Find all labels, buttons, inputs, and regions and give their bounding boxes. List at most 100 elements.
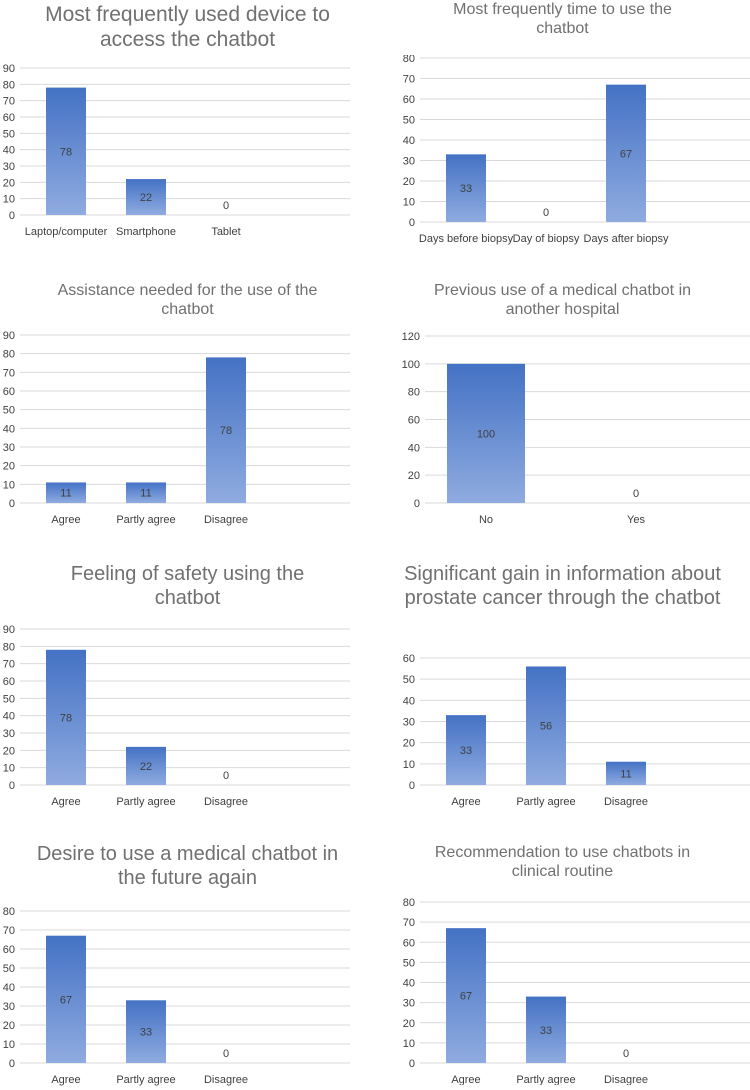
y-tick-label: 30 bbox=[403, 998, 415, 1010]
category-label: Partly agree bbox=[116, 1074, 175, 1086]
chart-title: Desire to use a medical chatbot in the f… bbox=[36, 843, 339, 889]
y-tick-label: 90 bbox=[3, 624, 15, 636]
y-tick-label: 0 bbox=[9, 210, 15, 222]
bar bbox=[126, 179, 166, 215]
category-label: Smartphone bbox=[116, 226, 176, 238]
y-tick-label: 0 bbox=[9, 498, 15, 510]
data-label: 0 bbox=[633, 488, 639, 500]
chart-title: Recommendation to use chatbots in clinic… bbox=[434, 844, 691, 881]
category-label: Days after biopsy bbox=[584, 233, 669, 245]
y-tick-label: 80 bbox=[3, 906, 15, 918]
y-tick-label: 30 bbox=[3, 1001, 15, 1013]
chart-plot: 0 10 20 30 40 50 60 70 80 33 Days before biopsy 0 Da… bbox=[403, 55, 750, 245]
bar bbox=[446, 928, 486, 1063]
category-label: Partly agree bbox=[116, 514, 175, 526]
bar bbox=[606, 761, 646, 785]
category-label: Days before biopsy bbox=[419, 233, 514, 245]
y-tick-label: 70 bbox=[3, 659, 15, 671]
y-tick-label: 20 bbox=[403, 738, 415, 750]
bar bbox=[446, 715, 486, 785]
data-label: 11 bbox=[140, 488, 151, 500]
y-tick-label: 30 bbox=[403, 717, 415, 729]
category-label: Partly agree bbox=[116, 796, 175, 808]
y-tick-label: 30 bbox=[403, 156, 415, 168]
y-tick-label: 70 bbox=[403, 917, 415, 929]
bar bbox=[606, 84, 646, 223]
y-tick-label: 0 bbox=[409, 217, 415, 229]
chart-panel-assistance: Assistance needed for the use of the cha… bbox=[0, 278, 375, 533]
y-tick-label: 60 bbox=[403, 937, 415, 949]
category-label: Laptop/computer bbox=[25, 226, 108, 238]
category-label: Disagree bbox=[204, 1074, 248, 1086]
chart-panel-information-gain: Significant gain in information about pr… bbox=[375, 560, 750, 815]
data-label: 67 bbox=[620, 148, 632, 160]
y-tick-label: 10 bbox=[3, 1039, 15, 1051]
chart-panel-safety: Feeling of safety using the chatbot 0 10 2… bbox=[0, 560, 375, 815]
category-label: Disagree bbox=[604, 1074, 648, 1085]
y-tick-label: 50 bbox=[3, 963, 15, 975]
bar bbox=[46, 649, 86, 785]
y-tick-label: 70 bbox=[3, 925, 15, 937]
y-tick-label: 80 bbox=[3, 349, 15, 361]
y-tick-label: 60 bbox=[3, 676, 15, 688]
data-label: 33 bbox=[460, 745, 472, 757]
y-tick-label: 40 bbox=[403, 135, 415, 147]
chart-panel-time: Most frequently time to use the chatbot … bbox=[375, 0, 750, 250]
bar bbox=[126, 482, 166, 503]
data-label: 100 bbox=[477, 428, 495, 440]
category-label: No bbox=[479, 514, 493, 526]
y-tick-label: 70 bbox=[3, 96, 15, 108]
chart-title: Feeling of safety using the chatbot bbox=[70, 563, 305, 609]
y-tick-label: 50 bbox=[3, 405, 15, 417]
bar bbox=[446, 154, 486, 222]
y-tick-label: 0 bbox=[414, 498, 420, 510]
data-label: 0 bbox=[543, 207, 549, 219]
category-label: Disagree bbox=[604, 796, 648, 808]
y-tick-label: 10 bbox=[403, 759, 415, 771]
chart-panel-future-use: Desire to use a medical chatbot in the f… bbox=[0, 840, 375, 1090]
y-tick-label: 60 bbox=[3, 112, 15, 124]
y-tick-label: 50 bbox=[403, 115, 415, 127]
y-tick-label: 10 bbox=[3, 763, 15, 775]
y-tick-label: 40 bbox=[408, 442, 420, 454]
y-tick-label: 80 bbox=[403, 55, 415, 65]
y-tick-label: 80 bbox=[408, 387, 420, 399]
y-tick-label: 90 bbox=[3, 63, 15, 75]
y-tick-label: 120 bbox=[402, 331, 420, 343]
category-label: Agree bbox=[51, 796, 80, 808]
chart-title: Most frequently used device to access th… bbox=[45, 3, 330, 52]
chart-panel-previous-use: Previous use of a medical chatbot in ano… bbox=[375, 278, 750, 533]
y-tick-label: 50 bbox=[403, 674, 415, 686]
y-tick-label: 10 bbox=[3, 479, 15, 491]
chart-title: Most frequently time to use the chatbot bbox=[453, 1, 672, 38]
y-tick-label: 40 bbox=[403, 695, 415, 707]
data-label: 67 bbox=[460, 991, 472, 1003]
bar bbox=[447, 363, 525, 503]
y-tick-label: 60 bbox=[403, 94, 415, 106]
data-label: 0 bbox=[223, 770, 229, 782]
y-tick-label: 30 bbox=[3, 442, 15, 454]
y-tick-label: 60 bbox=[408, 415, 420, 427]
category-label: Tablet bbox=[211, 226, 240, 238]
data-label: 33 bbox=[460, 183, 472, 195]
y-tick-label: 30 bbox=[3, 161, 15, 173]
category-label: Disagree bbox=[204, 796, 248, 808]
category-label: Disagree bbox=[204, 514, 248, 526]
y-tick-label: 90 bbox=[3, 330, 15, 342]
category-label: Agree bbox=[51, 1074, 80, 1086]
data-label: 11 bbox=[620, 768, 631, 780]
category-label: Agree bbox=[451, 796, 480, 808]
y-tick-label: 50 bbox=[3, 128, 15, 140]
y-tick-label: 60 bbox=[3, 386, 15, 398]
y-tick-label: 0 bbox=[409, 780, 415, 792]
y-tick-label: 80 bbox=[403, 897, 415, 909]
data-label: 78 bbox=[60, 712, 72, 724]
data-label: 67 bbox=[60, 994, 72, 1006]
chart-plot: 0 10 20 30 40 50 60 70 80 90 78 Laptop/computer 22 Sm… bbox=[3, 63, 350, 238]
y-tick-label: 20 bbox=[3, 461, 15, 473]
category-label: Day of biopsy bbox=[513, 233, 580, 245]
y-tick-label: 50 bbox=[3, 693, 15, 705]
y-tick-label: 100 bbox=[402, 359, 420, 371]
bar bbox=[46, 935, 86, 1063]
chart-plot: 0 10 20 30 40 50 60 70 80 90 78 Agree 22 Partly agree… bbox=[3, 624, 350, 808]
